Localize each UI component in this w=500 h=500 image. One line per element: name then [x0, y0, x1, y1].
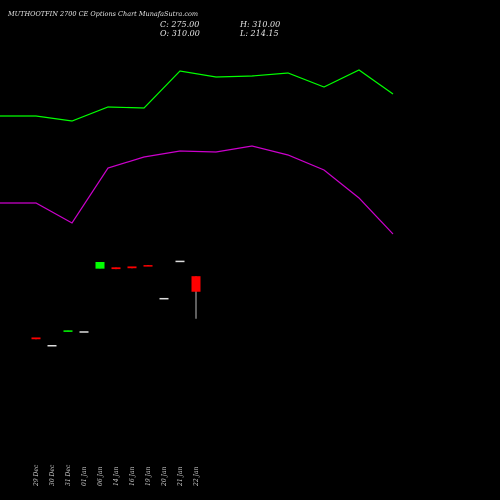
chart-title: MUTHOOTFIN 2700 CE Options Chart MunafaS… [8, 10, 199, 18]
candle-body-31-dec [63, 330, 73, 332]
x-tick-label: 14 Jan [113, 466, 120, 486]
candle-body-14-jan [111, 267, 121, 270]
x-tick-label: 06 Jan [97, 466, 104, 486]
candle-body-19-jan [143, 265, 153, 267]
close-price-label: C: 275.00 [160, 20, 200, 29]
x-tick-label: 16 Jan [129, 466, 136, 486]
x-tick-label: 29 Dec [33, 464, 40, 487]
candle-body-30-dec [47, 345, 57, 347]
candle-body-29-dec [31, 337, 41, 340]
x-tick-label: 01 Jan [81, 466, 88, 486]
low-price-label: L: 214.15 [240, 29, 279, 38]
x-tick-label: 21 Jan [177, 466, 184, 487]
candle-body-21-jan [175, 260, 185, 263]
candle-body-06-jan [95, 262, 105, 269]
candle-body-20-jan [159, 297, 169, 300]
lower-indicator-line [0, 145, 394, 235]
x-tick-label: 30 Dec [49, 464, 56, 486]
open-price-label: O: 310.00 [160, 29, 200, 38]
x-tick-label: 22 Jan [193, 466, 200, 487]
candle-body-22-jan [191, 276, 201, 292]
x-tick-label: 19 Jan [145, 466, 152, 486]
x-tick-label: 31 Dec [65, 464, 72, 486]
high-price-label: H: 310.00 [240, 20, 281, 29]
x-tick-label: 20 Jan [161, 466, 168, 487]
candle-body-16-jan [127, 266, 137, 269]
upper-indicator-line [0, 69, 394, 122]
candle-body-01-jan [79, 331, 89, 333]
